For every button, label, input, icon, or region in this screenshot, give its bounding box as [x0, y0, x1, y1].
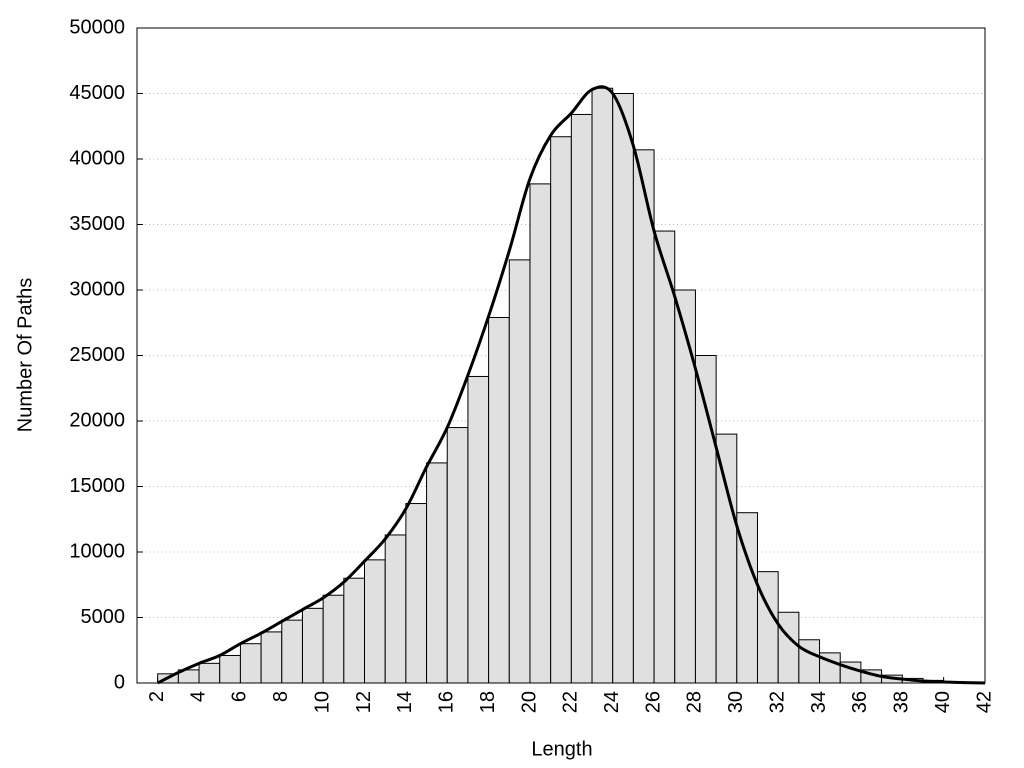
x-tick-label: 34: [808, 691, 830, 713]
y-axis-label: Number Of Paths: [14, 278, 36, 433]
y-tick-label: 45000: [69, 82, 125, 104]
bar: [384, 534, 407, 684]
x-tick-label: 24: [601, 691, 623, 713]
bar: [674, 289, 696, 684]
bar: [198, 662, 221, 684]
x-tick-label: 30: [725, 691, 747, 713]
bar: [467, 375, 490, 684]
bar: [322, 594, 345, 684]
x-tick-label: 8: [270, 691, 292, 702]
bar: [239, 643, 262, 684]
x-tick-label: 38: [891, 691, 913, 713]
bar: [301, 607, 324, 684]
y-tick-label: 0: [114, 671, 125, 693]
y-tick-label: 25000: [69, 344, 125, 366]
bar: [281, 619, 303, 684]
bar: [591, 87, 614, 684]
bar: [550, 136, 572, 684]
bar: [798, 639, 821, 684]
x-tick-label: 10: [311, 691, 333, 713]
x-tick-label: 40: [932, 691, 954, 713]
bar: [529, 183, 552, 684]
bar: [364, 559, 386, 684]
y-tick-label: 35000: [69, 213, 125, 235]
x-tick-label: 42: [973, 691, 995, 713]
bar: [260, 631, 283, 684]
x-tick-label: 32: [766, 691, 788, 713]
x-tick-label: 14: [394, 691, 416, 713]
x-tick-label: 28: [684, 691, 706, 713]
y-tick-label: 40000: [69, 147, 125, 169]
bar: [653, 230, 676, 684]
bar: [219, 654, 241, 684]
y-tick-label: 50000: [69, 16, 125, 38]
y-tick-label: 5000: [81, 606, 126, 628]
x-tick-label: 4: [187, 691, 209, 702]
bar: [426, 462, 448, 684]
x-tick-label: 12: [353, 691, 375, 713]
bar: [715, 433, 738, 684]
bar: [777, 611, 800, 684]
bar: [570, 113, 593, 684]
x-tick-label: 6: [229, 691, 251, 702]
bar: [446, 427, 469, 684]
fit-curve: [157, 85, 986, 685]
bar: [632, 149, 655, 684]
x-tick-label: 36: [849, 691, 871, 713]
y-tick-label: 20000: [69, 409, 125, 431]
x-tick-label: 26: [642, 691, 664, 713]
bar: [405, 503, 428, 684]
y-tick-label: 10000: [69, 540, 125, 562]
x-tick-label: 2: [146, 691, 168, 702]
y-tick-label: 30000: [69, 278, 125, 300]
plot-frame: [136, 27, 986, 684]
bar: [343, 577, 366, 684]
x-tick-label: 20: [518, 691, 540, 713]
bar: [488, 317, 510, 684]
x-tick-label: 16: [436, 691, 458, 713]
x-axis-label: Length: [531, 738, 592, 760]
x-tick-label: 22: [560, 691, 582, 713]
bar: [508, 259, 531, 684]
bar: [612, 93, 634, 684]
x-tick-label: 18: [477, 691, 499, 713]
y-tick-label: 15000: [69, 475, 125, 497]
